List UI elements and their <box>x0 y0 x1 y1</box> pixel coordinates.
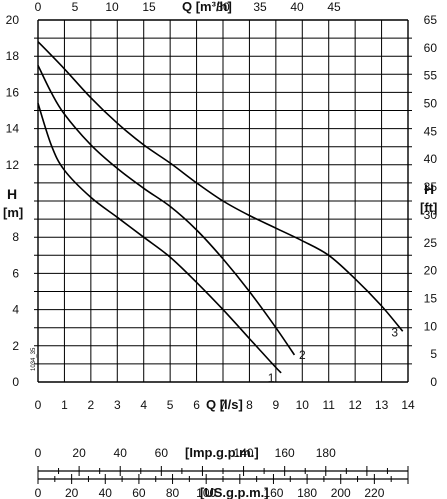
bottom-tick-label: 0 <box>35 398 42 412</box>
top-tick-label: 15 <box>142 0 156 14</box>
us-gpm-tick-label: 180 <box>297 486 317 499</box>
left-tick-label: 4 <box>12 303 19 317</box>
curve-2 <box>37 64 296 356</box>
us-gpm-tick-label: 40 <box>99 486 113 499</box>
left-tick-label: 18 <box>6 49 20 63</box>
left-tick-label: 0 <box>12 375 19 389</box>
left-axis-label-unit: [m] <box>3 205 23 220</box>
us-gpm-tick-label: 200 <box>331 486 351 499</box>
left-tick-label: 14 <box>6 122 20 136</box>
imp-gpm-tick-label: 0 <box>35 446 42 460</box>
right-tick-label: 60 <box>424 41 438 55</box>
bottom-tick-label: 4 <box>140 398 147 412</box>
imp-gpm-tick-label: 140 <box>234 446 254 460</box>
curve-3 <box>37 41 404 332</box>
us-gpm-tick-label: 80 <box>166 486 180 499</box>
right-tick-label: 20 <box>424 264 438 278</box>
left-tick-label: 16 <box>6 85 20 99</box>
curve-label-3: 3 <box>391 325 398 339</box>
left-tick-label: 2 <box>12 339 19 353</box>
top-tick-label: 45 <box>327 0 341 14</box>
top-tick-label: 35 <box>253 0 267 14</box>
imp-gpm-tick-label: 20 <box>72 446 86 460</box>
right-tick-label: 15 <box>424 291 438 305</box>
imp-gpm-tick-label: 60 <box>155 446 169 460</box>
left-axis-label-h: H <box>7 186 17 202</box>
right-tick-label: 25 <box>424 236 438 250</box>
us-gpm-tick-label: 160 <box>263 486 283 499</box>
right-tick-label: 5 <box>430 347 437 361</box>
tick-labels: 0246812141618200510152025303540455055606… <box>6 0 438 412</box>
left-tick-label: 20 <box>6 13 20 27</box>
top-tick-label: 40 <box>290 0 304 14</box>
bottom-tick-label: 3 <box>114 398 121 412</box>
imp-gpm-tick-label: 40 <box>114 446 128 460</box>
right-tick-label: 35 <box>424 180 438 194</box>
us-gpm-label: [US.g.p.m.] <box>200 485 269 499</box>
bottom-axis-label: Q [l/s] <box>206 397 243 412</box>
bottom-tick-label: 12 <box>348 398 362 412</box>
us-gpm-tick-label: 100 <box>196 486 216 499</box>
us-gpm-tick-label: 60 <box>132 486 146 499</box>
top-tick-label: 30 <box>216 0 230 14</box>
us-gpm-tick-label: 220 <box>364 486 384 499</box>
right-axis-label-unit: [ft] <box>420 200 437 215</box>
curve-1 <box>37 103 282 374</box>
right-tick-label: 65 <box>424 13 438 27</box>
imp-gpm-label: [Imp.g.p.m.] <box>185 445 259 460</box>
bottom-tick-label: 14 <box>401 398 415 412</box>
imp-gpm-tick-label: 180 <box>316 446 336 460</box>
right-tick-label: 50 <box>424 97 438 111</box>
right-axis-label-h: H <box>424 181 434 197</box>
curve-label-2: 2 <box>299 348 306 362</box>
bottom-tick-label: 2 <box>88 398 95 412</box>
right-tick-label: 45 <box>424 124 438 138</box>
curve-label-1: 1 <box>268 371 275 385</box>
curves: 1 2 3 <box>37 41 404 385</box>
bottom-tick-label: 10 <box>296 398 310 412</box>
bottom-tick-label: 7 <box>220 398 227 412</box>
top-tick-label: 10 <box>105 0 119 14</box>
bottom-tick-label: 1 <box>61 398 68 412</box>
imp-gpm-tick-label: 160 <box>275 446 295 460</box>
top-tick-label: 0 <box>35 0 42 14</box>
right-tick-label: 10 <box>424 319 438 333</box>
secondary-axes: 0 20 40 60 140 160 180 0 20 40 60 80 100 160 180 200 220 <box>35 446 409 499</box>
right-tick-label: 30 <box>424 208 438 222</box>
right-tick-label: 0 <box>430 375 437 389</box>
us-gpm-tick-label: 0 <box>35 486 42 499</box>
left-tick-label: 12 <box>6 158 20 172</box>
right-tick-label: 40 <box>424 152 438 166</box>
bottom-tick-label: 6 <box>193 398 200 412</box>
top-axis-label: Q [m³/h] <box>182 0 232 14</box>
code-label: 1034_35 <box>31 347 37 371</box>
us-gpm-tick-label: 20 <box>65 486 79 499</box>
bottom-tick-label: 9 <box>273 398 280 412</box>
right-tick-label: 55 <box>424 69 438 83</box>
top-tick-label: 5 <box>72 0 79 14</box>
bottom-tick-label: 13 <box>375 398 389 412</box>
left-tick-label: 8 <box>12 230 19 244</box>
bottom-tick-label: 8 <box>246 398 253 412</box>
bottom-tick-label: 11 <box>322 398 335 412</box>
left-tick-label: 6 <box>12 266 19 280</box>
grid <box>34 19 412 383</box>
bottom-tick-label: 5 <box>167 398 174 412</box>
